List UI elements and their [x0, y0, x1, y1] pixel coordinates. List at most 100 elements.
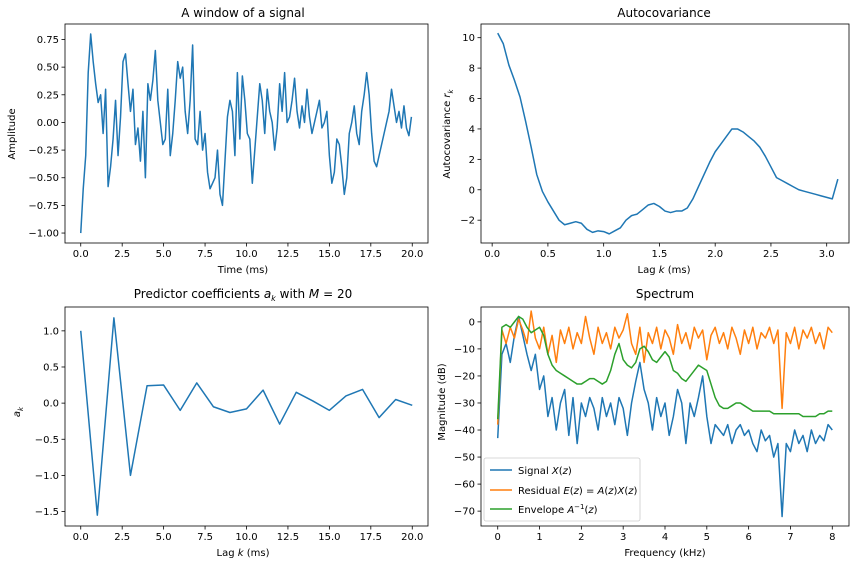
x-tick: 12.5 [277, 243, 299, 260]
x-tick: 1 [536, 526, 543, 543]
x-tick-label: 7.5 [197, 249, 213, 260]
panel-3-ylabel: ak [12, 406, 25, 417]
x-tick: 15.0 [318, 526, 341, 543]
y-tick-label: −10 [454, 344, 475, 355]
y-tick-label: 1.0 [43, 326, 59, 337]
y-tick: −40 [454, 426, 481, 437]
y-tick: 6 [469, 94, 481, 105]
x-tick-label: 17.5 [360, 249, 382, 260]
x-tick-label: 7.5 [197, 532, 213, 543]
series-line-signal-3 [496, 315, 833, 518]
x-tick: 10.0 [235, 526, 258, 543]
y-tick: −0.5 [35, 435, 65, 446]
x-tick-label: 7 [787, 532, 793, 543]
series-line-signal-0 [80, 33, 413, 234]
x-tick-label: 1.0 [596, 249, 612, 260]
x-tick-label: 2.5 [114, 532, 130, 543]
y-tick-label: 0.5 [43, 362, 59, 373]
x-tick-label: 5 [704, 532, 710, 543]
y-tick-label: −2 [460, 216, 475, 227]
x-tick-label: 5.0 [156, 249, 172, 260]
y-tick-label: −1.00 [28, 229, 59, 240]
legend-label-signal: Signal X(z) [518, 466, 572, 477]
x-tick-label: 0.5 [540, 249, 556, 260]
y-tick-label: 0.25 [37, 90, 59, 101]
x-tick-label: 8 [829, 532, 835, 543]
y-tick-label: 0.50 [37, 63, 59, 74]
series-line-signal-2 [80, 317, 413, 516]
y-tick: −0.50 [28, 173, 65, 184]
y-tick-label: −20 [454, 371, 475, 382]
y-tick: 10 [462, 33, 481, 44]
y-tick-label: 4 [469, 124, 475, 135]
y-tick: −2 [460, 216, 481, 227]
panel-3-title: Predictor coefficients ak with M = 20 [134, 287, 352, 303]
y-tick: 8 [469, 64, 481, 75]
panel-2-plot: 0.0 0.5 1.0 1.5 2.0 2.5 3.0 −2 0 2 4 6 8 10 [460, 23, 850, 260]
x-tick-label: 0.0 [484, 249, 500, 260]
x-tick: 7.5 [197, 243, 213, 260]
series-line-signal-1 [497, 32, 839, 235]
y-tick: −1.0 [35, 471, 65, 482]
y-tick: −60 [454, 480, 481, 491]
x-tick-label: 10.0 [235, 532, 257, 543]
x-tick: 5.0 [156, 526, 172, 543]
panel-predictor-coefficients: Predictor coefficients ak with M = 20 ak… [12, 287, 429, 559]
y-tick-label: 0.0 [43, 399, 59, 410]
x-tick: 1.0 [596, 243, 612, 260]
y-tick-label: −0.75 [28, 201, 59, 212]
x-tick: 2.5 [114, 526, 130, 543]
y-tick-label: 10 [462, 33, 475, 44]
y-tick: −50 [454, 453, 481, 464]
x-tick-label: 4 [662, 532, 668, 543]
y-tick: −0.75 [28, 201, 65, 212]
panel-4-title: Spectrum [636, 287, 694, 301]
x-tick-label: 1 [536, 532, 542, 543]
x-tick: 4 [662, 526, 668, 543]
series-line-envelope-3 [496, 315, 833, 420]
panel-signal-window: A window of a signal Amplitude Time (ms)… [7, 6, 429, 276]
panel-spectrum: Spectrum Magnitude (dB) Frequency (kHz) … [437, 287, 850, 559]
panel-4-plot: 0 1 2 3 4 5 6 7 8 −70 −60 −50 −40 −30 −20 −10 0 [454, 306, 850, 543]
y-tick: −20 [454, 371, 481, 382]
x-tick-label: 20.0 [401, 249, 423, 260]
x-tick: 15.0 [318, 243, 341, 260]
y-tick-label: 0.75 [37, 35, 59, 46]
x-tick: 17.5 [360, 526, 382, 543]
x-tick-label: 5.0 [156, 532, 172, 543]
y-tick-label: −60 [454, 480, 475, 491]
panel-2-ylabel: Autocovariance rk [442, 88, 455, 178]
panel-4-xlabel: Frequency (kHz) [624, 548, 705, 559]
x-tick-label: 2.5 [114, 249, 130, 260]
y-tick: 1.0 [43, 326, 65, 337]
x-tick: 0.0 [73, 526, 89, 543]
x-tick-label: 0 [495, 532, 501, 543]
x-tick: 0.5 [540, 243, 556, 260]
y-tick: 4 [469, 124, 481, 135]
x-tick: 0.0 [484, 243, 500, 260]
y-tick-label: 0 [469, 185, 475, 196]
y-tick: −10 [454, 344, 481, 355]
y-tick-label: −1.5 [35, 507, 59, 518]
x-tick-label: 2 [578, 532, 584, 543]
x-tick-label: 3.0 [819, 249, 835, 260]
panel-1-ylabel: Amplitude [7, 108, 18, 159]
y-tick: 0.0 [43, 399, 65, 410]
y-tick-label: −70 [454, 507, 475, 518]
y-tick-label: 8 [469, 64, 475, 75]
panel-3-xlabel: Lag k (ms) [217, 548, 270, 559]
axes-frame [64, 306, 429, 527]
x-tick-label: 3 [620, 532, 626, 543]
panel-3-plot: 0.0 2.5 5.0 7.5 10.0 12.5 15.0 17.5 20.0 −1.5 −1.0… [35, 306, 429, 543]
x-tick-label: 20.0 [401, 532, 423, 543]
y-tick-label: −0.25 [28, 146, 59, 157]
y-tick-label: 0 [469, 317, 475, 328]
x-tick: 0.0 [73, 243, 89, 260]
series-line-residual-3 [496, 310, 833, 425]
x-tick-label: 12.5 [277, 249, 299, 260]
x-tick-label: 15.0 [318, 532, 340, 543]
x-tick-label: 10.0 [235, 249, 257, 260]
x-tick: 20.0 [401, 243, 423, 260]
y-tick: 0.75 [37, 35, 65, 46]
x-tick: 2.5 [763, 243, 779, 260]
